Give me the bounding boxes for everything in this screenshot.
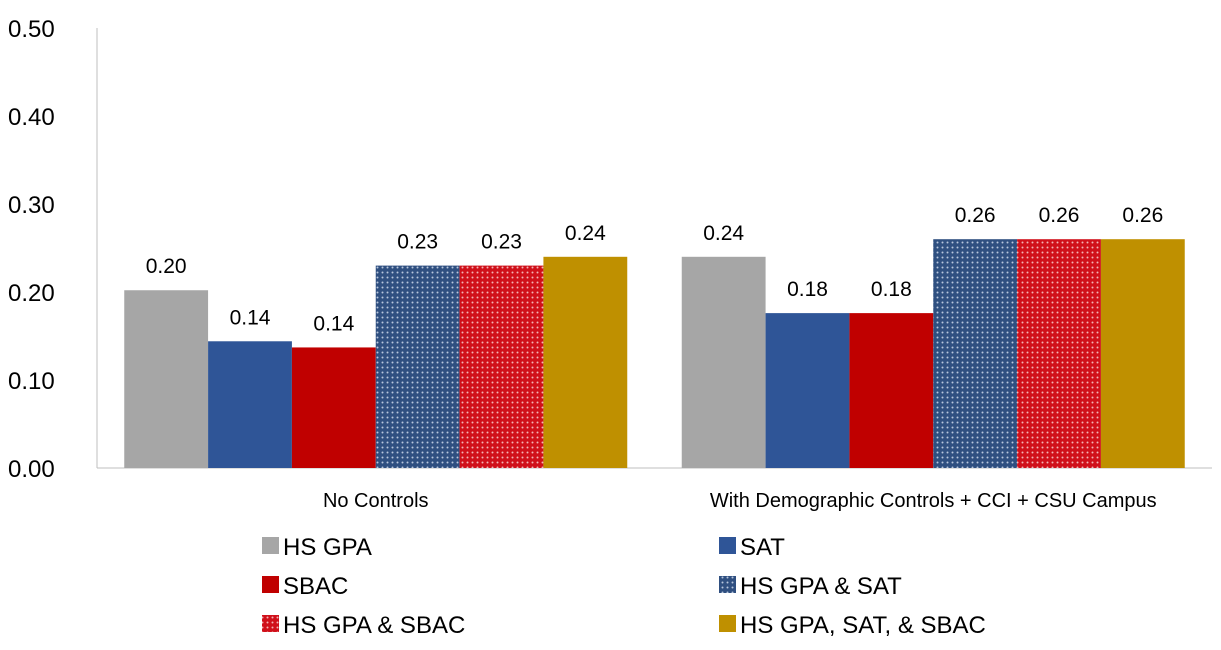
bar-hs-gpa-sbac-2	[1017, 239, 1101, 468]
legend-swatch	[262, 537, 279, 554]
legend-label: HS GPA & SBAC	[283, 612, 465, 639]
bar-hs-gpa-sat-sbac-2	[1100, 239, 1185, 468]
legend-swatch	[719, 576, 736, 593]
data-label: 0.14	[230, 306, 271, 329]
data-label: 0.23	[481, 231, 522, 254]
y-tick-label: 0.20	[8, 280, 55, 307]
legend-label: HS GPA	[283, 534, 372, 561]
legend-swatch	[719, 615, 736, 632]
y-tick-label: 0.00	[8, 456, 55, 483]
data-label: 0.24	[565, 222, 606, 245]
data-labels: 0.20 0.14 0.14 0.23 0.23 0.24 0.24 0.18 0.18 0.26…	[146, 204, 1164, 335]
bar-hs-gpa-1	[124, 290, 209, 468]
bar-hs-gpa-sat-sbac-1	[543, 256, 628, 468]
legend-label: HS GPA, SAT, & SBAC	[740, 612, 986, 639]
data-label: 0.18	[787, 278, 828, 301]
data-label: 0.18	[871, 278, 912, 301]
bar-sbac-1	[291, 347, 376, 468]
legend: HS GPA SAT SBAC HS GPA & SAT HS GPA & SBAC HS…	[262, 534, 986, 639]
data-label: 0.20	[146, 255, 187, 278]
legend-label: SBAC	[283, 573, 348, 600]
legend-swatch	[262, 576, 279, 593]
data-label: 0.26	[955, 204, 996, 227]
data-label: 0.14	[313, 312, 354, 335]
y-tick-label: 0.30	[8, 192, 55, 219]
bar-sat-2	[765, 313, 850, 468]
data-label: 0.26	[1122, 204, 1163, 227]
bars	[124, 239, 1185, 468]
x-category-label: No Controls	[323, 490, 429, 512]
y-tick-label: 0.50	[8, 16, 55, 43]
legend-swatch	[262, 615, 279, 632]
y-tick-label: 0.40	[8, 104, 55, 131]
data-label: 0.24	[703, 222, 744, 245]
data-label: 0.23	[397, 231, 438, 254]
bar-hs-gpa-sbac-1	[459, 265, 544, 468]
legend-label: HS GPA & SAT	[740, 573, 902, 600]
legend-swatch	[719, 537, 736, 554]
y-tick-label: 0.10	[8, 368, 55, 395]
legend-label: SAT	[740, 534, 785, 561]
axes: 0.00 0.10 0.20 0.30 0.40 0.50 No Controls With …	[8, 16, 1212, 512]
bar-sat-1	[208, 341, 292, 468]
x-category-label: With Demographic Controls + CCI + CSU Ca…	[710, 490, 1157, 512]
bar-hs-gpa-sat-1	[375, 265, 460, 468]
bar-sbac-2	[849, 313, 934, 468]
bar-hs-gpa-2	[681, 256, 766, 468]
data-label: 0.26	[1039, 204, 1080, 227]
bar-hs-gpa-sat-2	[933, 239, 1018, 468]
